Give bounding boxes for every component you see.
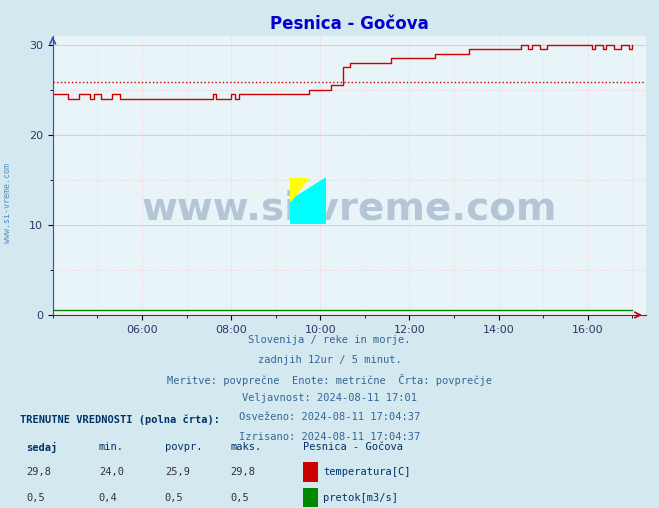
Text: min.: min.: [99, 442, 124, 452]
Text: Slovenija / reke in morje.: Slovenija / reke in morje.: [248, 335, 411, 345]
Text: www.si-vreme.com: www.si-vreme.com: [142, 190, 557, 228]
Polygon shape: [290, 178, 308, 201]
Text: Pesnica - Gočova: Pesnica - Gočova: [303, 442, 403, 452]
Text: Veljavnost: 2024-08-11 17:01: Veljavnost: 2024-08-11 17:01: [242, 393, 417, 403]
Polygon shape: [290, 178, 326, 224]
Text: 0,5: 0,5: [231, 493, 249, 503]
Text: Osveženo: 2024-08-11 17:04:37: Osveženo: 2024-08-11 17:04:37: [239, 412, 420, 423]
Text: sedaj: sedaj: [26, 442, 57, 453]
Text: 0,5: 0,5: [165, 493, 183, 503]
Polygon shape: [290, 178, 326, 224]
Text: temperatura[C]: temperatura[C]: [323, 467, 411, 478]
Text: 29,8: 29,8: [26, 467, 51, 478]
Text: Meritve: povprečne  Enote: metrične  Črta: povprečje: Meritve: povprečne Enote: metrične Črta:…: [167, 374, 492, 386]
Title: Pesnica - Gočova: Pesnica - Gočova: [270, 15, 428, 33]
Text: 29,8: 29,8: [231, 467, 256, 478]
Text: zadnjih 12ur / 5 minut.: zadnjih 12ur / 5 minut.: [258, 355, 401, 365]
Text: 25,9: 25,9: [165, 467, 190, 478]
Text: povpr.: povpr.: [165, 442, 202, 452]
Text: Izrisano: 2024-08-11 17:04:37: Izrisano: 2024-08-11 17:04:37: [239, 432, 420, 442]
Text: TRENUTNE VREDNOSTI (polna črta):: TRENUTNE VREDNOSTI (polna črta):: [20, 414, 219, 425]
Text: 0,5: 0,5: [26, 493, 45, 503]
Text: pretok[m3/s]: pretok[m3/s]: [323, 493, 398, 503]
Text: maks.: maks.: [231, 442, 262, 452]
Text: 0,4: 0,4: [99, 493, 117, 503]
Text: www.si-vreme.com: www.si-vreme.com: [3, 163, 13, 243]
Text: 24,0: 24,0: [99, 467, 124, 478]
